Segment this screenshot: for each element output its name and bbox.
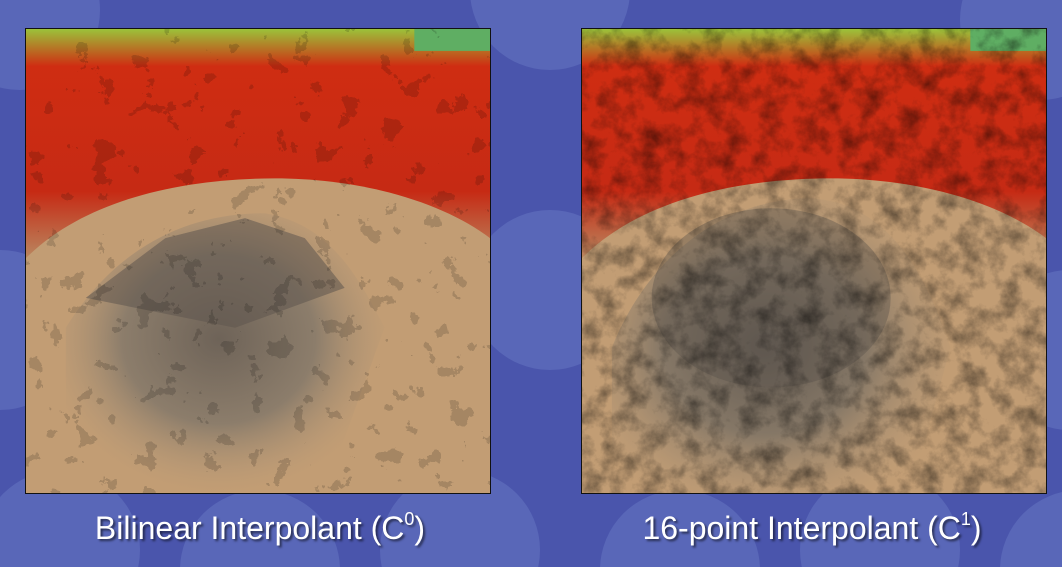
caption-text: Bilinear Interpolant (C [94,510,405,546]
caption-close: ) [970,510,982,546]
caption-16-point: 16-point Interpolant (C1) [552,510,1062,547]
caption-close: ) [414,510,426,546]
superscript: 1 [960,509,971,529]
terrain-image-bilinear [25,28,491,494]
terrain-image-16-point [581,28,1047,494]
caption-bilinear: Bilinear Interpolant (C0) [0,510,520,547]
caption-text: 16-point Interpolant (C [642,510,961,546]
superscript: 0 [404,509,415,529]
